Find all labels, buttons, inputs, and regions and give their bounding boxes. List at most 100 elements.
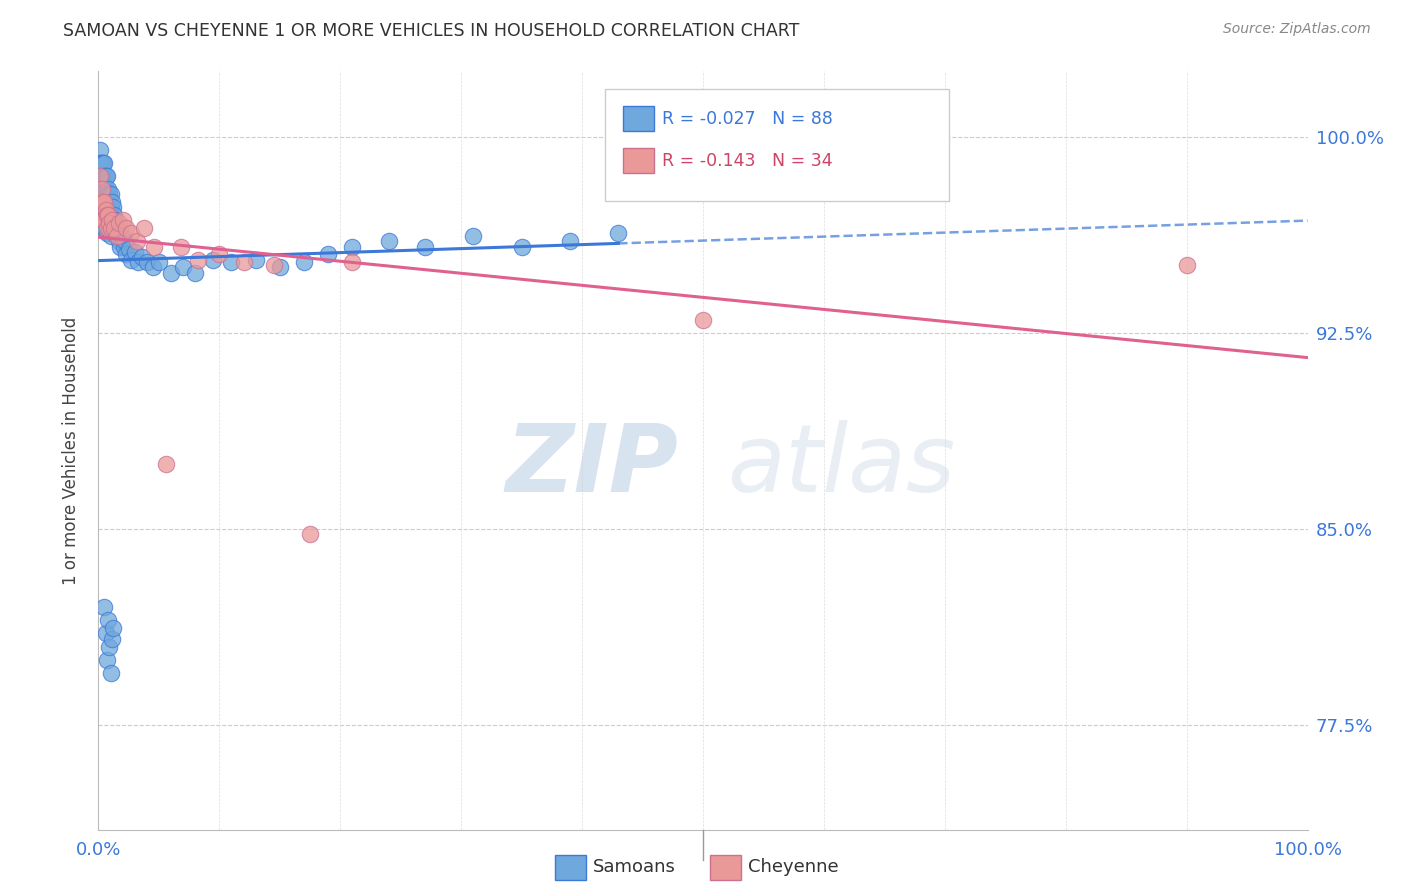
- Point: [120, 227, 142, 241]
- Point: [96, 208, 118, 222]
- Point: [97, 221, 120, 235]
- Point: [90, 182, 112, 196]
- Point: [91, 156, 114, 170]
- Point: [115, 221, 138, 235]
- Point: [100, 200, 122, 214]
- Point: [93, 169, 115, 183]
- Point: [89, 156, 111, 170]
- Point: [377, 235, 399, 249]
- Point: [91, 182, 114, 196]
- Point: [96, 221, 118, 235]
- Point: [98, 216, 121, 230]
- Point: [100, 213, 122, 227]
- Point: [90, 195, 112, 210]
- Point: [93, 600, 115, 615]
- Point: [91, 208, 114, 222]
- Point: [100, 187, 122, 202]
- Point: [607, 227, 630, 241]
- Point: [120, 252, 142, 267]
- Point: [202, 252, 225, 267]
- Point: [100, 221, 122, 235]
- Text: ZIP: ZIP: [506, 419, 679, 512]
- Point: [94, 169, 117, 183]
- Point: [100, 213, 122, 227]
- Point: [114, 235, 136, 249]
- Point: [100, 195, 122, 210]
- Point: [169, 239, 191, 253]
- Point: [105, 229, 128, 244]
- Text: SAMOAN VS CHEYENNE 1 OR MORE VEHICLES IN HOUSEHOLD CORRELATION CHART: SAMOAN VS CHEYENNE 1 OR MORE VEHICLES IN…: [63, 22, 800, 40]
- Point: [232, 255, 254, 269]
- Point: [316, 247, 339, 261]
- Point: [91, 169, 114, 183]
- Point: [93, 221, 115, 235]
- Point: [96, 652, 118, 666]
- Point: [187, 252, 209, 267]
- Point: [91, 213, 114, 227]
- Point: [111, 235, 134, 249]
- Point: [98, 221, 121, 235]
- Point: [208, 247, 231, 261]
- Text: Cheyenne: Cheyenne: [748, 858, 838, 876]
- Point: [98, 187, 121, 202]
- Point: [342, 255, 364, 269]
- Point: [91, 156, 114, 170]
- Point: [110, 227, 132, 241]
- Point: [100, 632, 122, 646]
- Point: [105, 221, 128, 235]
- Point: [299, 527, 322, 541]
- Point: [100, 213, 122, 227]
- Point: [135, 255, 157, 269]
- Point: [342, 239, 364, 253]
- Point: [96, 227, 118, 241]
- Point: [96, 213, 118, 227]
- Point: [155, 457, 177, 471]
- Point: [148, 255, 170, 269]
- Point: [91, 195, 114, 210]
- Point: [94, 182, 117, 196]
- Point: [96, 202, 118, 217]
- Point: [103, 208, 125, 222]
- Point: [263, 258, 285, 272]
- Point: [103, 227, 125, 241]
- Text: Source: ZipAtlas.com: Source: ZipAtlas.com: [1223, 22, 1371, 37]
- Text: R = -0.027   N = 88: R = -0.027 N = 88: [662, 110, 834, 128]
- Point: [100, 665, 122, 680]
- Point: [98, 640, 121, 654]
- Point: [93, 195, 115, 210]
- Point: [96, 169, 118, 183]
- Text: R = -0.143   N = 34: R = -0.143 N = 34: [662, 152, 832, 169]
- Point: [91, 195, 114, 210]
- Point: [143, 239, 166, 253]
- Point: [94, 195, 117, 210]
- Point: [89, 143, 111, 157]
- Point: [115, 247, 138, 261]
- Point: [463, 229, 485, 244]
- Point: [93, 195, 115, 210]
- Point: [292, 255, 315, 269]
- Point: [118, 242, 141, 256]
- Point: [558, 235, 581, 249]
- Point: [221, 255, 243, 269]
- Point: [413, 239, 436, 253]
- Point: [101, 621, 124, 635]
- Point: [111, 213, 134, 227]
- Point: [107, 227, 129, 241]
- Point: [94, 202, 117, 217]
- Text: atlas: atlas: [727, 420, 956, 511]
- Point: [94, 208, 117, 222]
- Point: [89, 169, 111, 183]
- Point: [93, 213, 115, 227]
- Point: [108, 235, 131, 249]
- Point: [98, 202, 121, 217]
- Point: [93, 208, 115, 222]
- Point: [1175, 258, 1198, 272]
- Point: [97, 195, 120, 210]
- Point: [127, 255, 149, 269]
- Point: [142, 260, 165, 275]
- Text: Samoans: Samoans: [593, 858, 676, 876]
- Point: [97, 614, 120, 628]
- Point: [96, 187, 118, 202]
- Point: [160, 266, 183, 280]
- Point: [134, 221, 156, 235]
